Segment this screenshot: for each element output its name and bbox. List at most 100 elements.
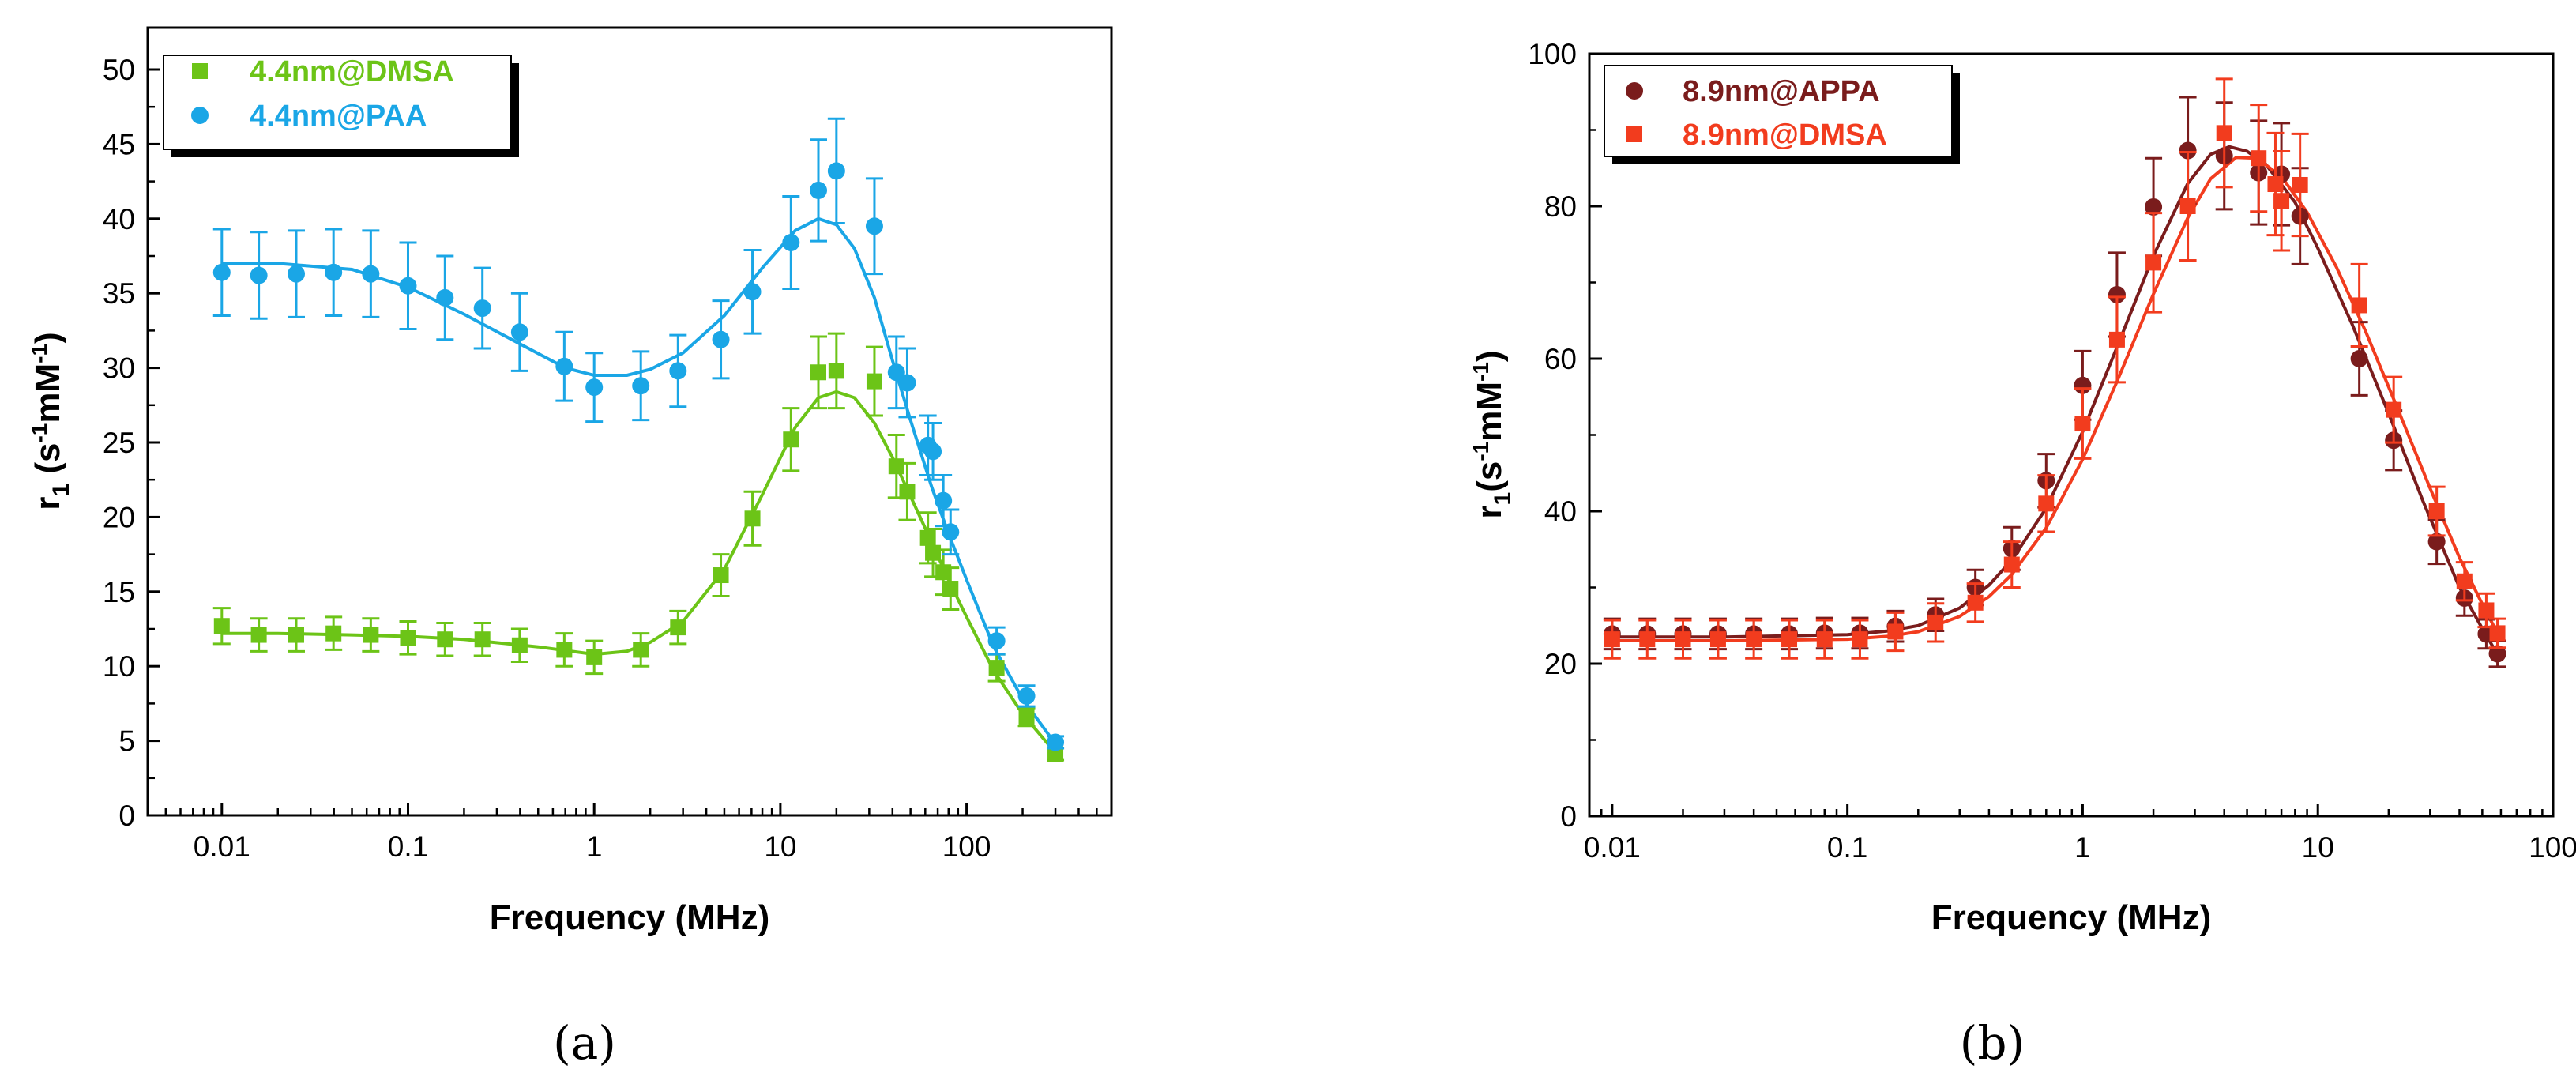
legend-label-8-9nm-appa: 8.9nm@APPA [1683, 75, 1880, 108]
panel-a-y-tick-label: 0 [118, 800, 135, 832]
panel-a-point-4-4nm-dmsa [712, 553, 730, 597]
panel-b-point-8-9nm-dmsa [2179, 150, 2197, 262]
legend-label-8-9nm-dmsa: 8.9nm@DMSA [1683, 119, 1887, 152]
panel-b-y-tick-label: 40 [1544, 495, 1577, 528]
marker-square [2273, 193, 2290, 209]
marker-square [1852, 631, 1868, 648]
marker-circle [1017, 687, 1036, 705]
marker-circle [399, 277, 417, 295]
panel-b-point-8-9nm-dmsa [1603, 619, 1621, 660]
marker-circle [510, 323, 528, 341]
panel-a-point-4-4nm-paa [250, 231, 268, 320]
marker-circle [2427, 533, 2446, 551]
marker-circle [585, 378, 604, 397]
panel-a-point-4-4nm-dmsa [827, 332, 845, 410]
legend-circle-marker [191, 107, 209, 124]
panel-a-legend: 4.4nm@DMSA 4.4nm@PAA [163, 55, 519, 157]
marker-square [2267, 176, 2284, 193]
marker-square [213, 618, 230, 634]
marker-square [888, 458, 904, 475]
marker-circle [1047, 733, 1065, 751]
marker-square [2145, 254, 2162, 271]
panel-a-point-4-4nm-paa [743, 248, 762, 335]
panel-a-point-4-4nm-paa [669, 333, 687, 408]
panel-b-axes: 0 20 40 60 80 100 0.01 0.1 1 10 100 [1528, 38, 2576, 864]
panel-a-point-4-4nm-paa [1047, 733, 1065, 751]
panel-b-x-tick-label: 1 [2074, 831, 2091, 864]
marker-square [1927, 614, 1944, 630]
panel-b-point-8-9nm-dmsa [1709, 619, 1727, 660]
panel-b-x-tick-label: 10 [2302, 831, 2334, 864]
panel-a-chart: 0 5 10 15 20 25 30 35 40 45 50 0.01 0.1 1 10 100 Freque… [27, 26, 1113, 1069]
panel-a-point-4-4nm-dmsa [865, 345, 883, 417]
panel-b-point-8-9nm-dmsa [2266, 131, 2285, 237]
panel-a-point-4-4nm-paa [782, 194, 800, 291]
panel-a-point-4-4nm-dmsa [362, 617, 380, 653]
panel-a-y-tick-label: 25 [103, 427, 135, 459]
panel-b-x-tick-label: 0.1 [1827, 831, 1867, 864]
panel-b-point-8-9nm-dmsa [1745, 619, 1763, 660]
panel-a-point-4-4nm-dmsa [555, 632, 573, 668]
marker-square [633, 642, 649, 658]
marker-square [1781, 631, 1798, 648]
panel-a-point-4-4nm-dmsa [325, 615, 343, 651]
panel-a-x-tick-label: 1 [586, 830, 603, 863]
panel-a-y-tick-label: 5 [118, 725, 135, 758]
panel-a-point-4-4nm-paa [810, 138, 828, 243]
marker-circle [898, 374, 916, 392]
panel-a-axes: 0 5 10 15 20 25 30 35 40 45 50 0.01 0.1 1 10 100 [103, 54, 1113, 863]
panel-b-fit-curves [1611, 145, 2499, 656]
marker-circle [2179, 141, 2197, 160]
panel-a-point-4-4nm-dmsa [473, 621, 491, 657]
marker-square [2108, 331, 2125, 348]
panel-a-point-4-4nm-paa [555, 330, 573, 402]
panel-a-point-4-4nm-dmsa [942, 566, 960, 611]
legend-label-4-4nm-paa: 4.4nm@PAA [250, 100, 427, 133]
marker-circle [212, 263, 231, 281]
panel-b-point-8-9nm-dmsa [2385, 375, 2403, 444]
marker-circle [743, 283, 762, 301]
marker-circle [669, 362, 687, 380]
marker-circle [2350, 350, 2368, 367]
legend-square-marker [1626, 126, 1642, 142]
marker-square [1604, 631, 1620, 648]
panel-a-x-tick-label: 10 [764, 830, 796, 863]
panel-b-point-8-9nm-dmsa [1815, 619, 1833, 660]
panel-a-point-4-4nm-paa [1017, 684, 1036, 708]
marker-circle [987, 632, 1006, 650]
marker-square [2489, 625, 2506, 642]
panel-a-point-4-4nm-dmsa [212, 607, 231, 646]
panel-a-point-4-4nm-paa [287, 229, 305, 318]
panel-a-point-4-4nm-dmsa [810, 335, 828, 410]
marker-circle [2488, 645, 2506, 663]
marker-circle [935, 491, 953, 510]
panel-a-point-4-4nm-dmsa [987, 653, 1006, 683]
panel-b-legend: 8.9nm@APPA 8.9nm@DMSA [1604, 65, 1960, 164]
marker-circle [2108, 285, 2126, 303]
panel-b-x-axis-label: Frequency (MHz) [1931, 898, 2211, 937]
marker-square [586, 649, 603, 665]
panel-a-point-4-4nm-paa [362, 229, 380, 318]
panel-b-y-tick-label: 20 [1544, 648, 1577, 680]
panel-a-point-4-4nm-dmsa [898, 461, 916, 521]
panel-a-point-4-4nm-paa [712, 299, 730, 380]
panel-b-y-tick-label: 80 [1544, 190, 1577, 223]
panel-a-y-tick-label: 35 [103, 277, 135, 310]
panel-b-point-8-9nm-dmsa [2003, 540, 2021, 589]
marker-square [2428, 503, 2445, 519]
marker-square [325, 625, 342, 642]
marker-square [942, 581, 959, 597]
marker-square [828, 363, 844, 379]
panel-a-y-tick-label: 45 [103, 128, 135, 160]
marker-circle [827, 162, 845, 180]
panel-b-point-8-9nm-dmsa [1886, 611, 1905, 653]
marker-square [2351, 297, 2367, 314]
panel-b-point-8-9nm-dmsa [2250, 104, 2268, 213]
panel-a-x-tick-label: 0.1 [388, 830, 428, 863]
panel-b-point-8-9nm-dmsa [2145, 212, 2163, 314]
marker-square [1887, 623, 1904, 640]
panel-a-point-4-4nm-dmsa [782, 407, 800, 472]
marker-square [1709, 631, 1726, 648]
marker-square [783, 431, 799, 448]
